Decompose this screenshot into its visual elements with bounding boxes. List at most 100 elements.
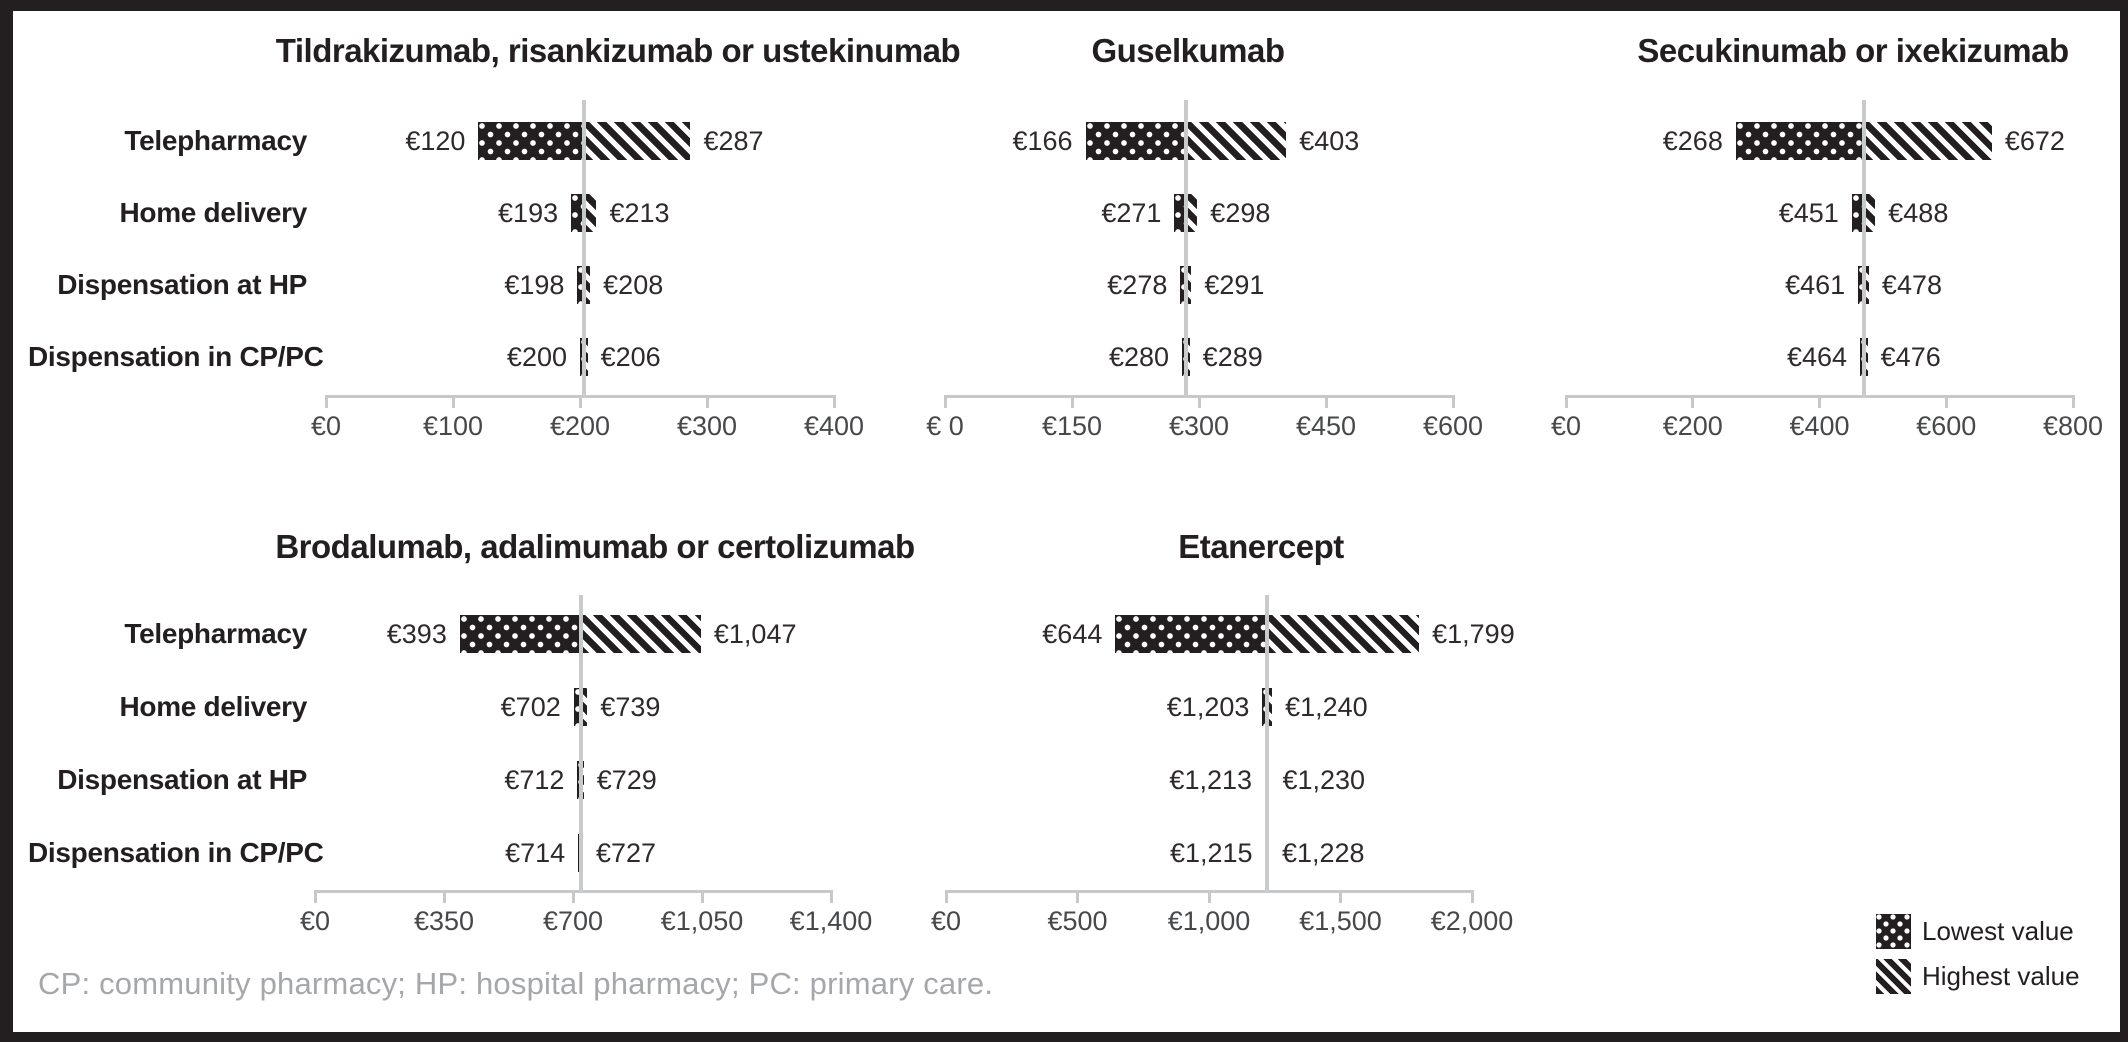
bar-lowest-segment (478, 122, 585, 160)
value-label-highest: €727 (595, 838, 657, 868)
x-axis-tick-label: €300 (1168, 411, 1230, 441)
x-axis-tick (1197, 395, 1201, 408)
x-axis-tick-label: €400 (1789, 411, 1850, 441)
x-axis-tick (571, 890, 575, 903)
bar-lowest-segment (1115, 615, 1268, 653)
x-axis-tick (1470, 890, 1474, 903)
category-label: Telepharmacy (124, 125, 307, 156)
x-axis-tick-label: €800 (2042, 411, 2104, 441)
value-label-lowest: €166 (1012, 126, 1073, 156)
x-axis-tick (442, 890, 446, 903)
x-axis-tick-label: €1,400 (789, 906, 873, 936)
x-axis-tick-label: €300 (676, 411, 738, 441)
value-label-highest: €478 (1881, 270, 1942, 300)
x-axis-tick-label: €0 (310, 411, 342, 441)
bar-lowest-segment (577, 266, 584, 304)
bar-lowest-segment (459, 615, 581, 653)
legend-lowest-value-label: Lowest value (1922, 916, 2074, 946)
reference-line (582, 100, 587, 398)
x-axis-tick-label: €1,000 (1167, 906, 1251, 936)
value-label-lowest: €644 (1042, 619, 1103, 649)
bar-highest-segment (583, 266, 591, 304)
x-axis-tick (578, 395, 582, 408)
value-label-lowest: €1,213 (1169, 765, 1253, 795)
bar-highest-segment (1863, 122, 1992, 160)
value-label-lowest: €198 (504, 270, 565, 300)
chart-title: Guselkumab (1091, 32, 1285, 69)
x-axis-tick (1691, 395, 1695, 408)
figure-border-left (0, 0, 13, 1042)
bar-highest-segment (1185, 122, 1287, 160)
bar-highest-segment (584, 122, 691, 160)
x-axis-tick-label: €2,000 (1430, 906, 1514, 936)
value-label-highest: €291 (1204, 270, 1265, 300)
x-axis-tick-label: €200 (1662, 411, 1723, 441)
x-axis-tick (1564, 395, 1568, 408)
value-label-highest: €403 (1299, 126, 1360, 156)
value-label-highest: €1,799 (1432, 619, 1515, 649)
value-label-highest: €208 (603, 270, 664, 300)
x-axis-tick (1818, 395, 1821, 408)
value-label-lowest: €271 (1101, 198, 1162, 228)
bar-highest-segment (583, 194, 597, 232)
bar-lowest-segment (580, 338, 584, 376)
figure-border-bottom (0, 1032, 2128, 1042)
x-axis-tick (1451, 395, 1455, 408)
bar-highest-segment (1185, 194, 1198, 232)
x-axis-tick (943, 395, 947, 408)
value-label-highest: €1,047 (713, 619, 797, 649)
x-axis-tick-label: €100 (422, 411, 484, 441)
value-label-highest: €1,228 (1281, 838, 1365, 868)
bar-highest-segment (1267, 615, 1420, 653)
value-label-highest: €1,230 (1282, 765, 1366, 795)
bar-lowest-segment (1085, 122, 1186, 160)
x-axis-tick (832, 395, 836, 408)
value-label-lowest: €1,203 (1166, 692, 1250, 722)
category-label: Home delivery (119, 691, 307, 722)
value-label-lowest: €714 (505, 838, 566, 868)
bar-lowest-segment (1735, 122, 1864, 160)
legend-lowest-value-swatch-icon (1876, 914, 1911, 949)
footnote: CP: community pharmacy; HP: hospital pha… (38, 966, 994, 1001)
x-axis-tick (829, 890, 833, 903)
value-label-highest: €1,240 (1285, 692, 1368, 722)
category-label: Dispensation at HP (57, 764, 307, 795)
value-label-lowest: €278 (1107, 270, 1168, 300)
category-label: Telepharmacy (124, 618, 307, 649)
value-label-highest: €672 (2004, 126, 2065, 156)
value-label-highest: €739 (600, 692, 661, 722)
bar-lowest-segment (1174, 194, 1186, 232)
x-axis-tick-label: €1,050 (660, 906, 744, 936)
value-label-highest: €206 (600, 342, 661, 372)
x-axis-tick-label: €1,500 (1299, 906, 1382, 936)
value-label-lowest: €451 (1778, 198, 1839, 228)
x-axis-tick-label: €400 (803, 411, 865, 441)
bar-lowest-segment (573, 688, 581, 726)
x-axis-tick (705, 395, 709, 408)
x-axis-tick (1070, 395, 1074, 408)
value-label-lowest: €280 (1108, 342, 1170, 372)
category-label: Home delivery (119, 197, 307, 228)
x-axis-tick (1324, 395, 1328, 408)
chart-title: Secukinumab or ixekizumab (1637, 32, 2069, 69)
value-label-lowest: €712 (504, 765, 565, 795)
x-axis-tick-label: €0 (299, 906, 331, 936)
bar-lowest-segment (571, 194, 584, 232)
value-label-highest: €298 (1210, 198, 1271, 228)
x-axis-tick (944, 890, 948, 903)
value-label-highest: €289 (1202, 342, 1263, 372)
x-axis-tick-label: €0 (1550, 411, 1582, 441)
chart-title: Tildrakizumab, risankizumab or ustekinum… (275, 32, 961, 69)
value-label-lowest: €200 (506, 342, 567, 372)
x-axis-tick-label: €350 (413, 906, 475, 936)
legend-highest-value-swatch-icon (1876, 959, 1911, 994)
value-label-highest: €729 (596, 765, 657, 795)
bar-lowest-segment (1858, 266, 1864, 304)
x-axis-tick (1339, 890, 1342, 903)
x-axis-tick-label: €600 (1916, 411, 1977, 441)
x-axis-tick (451, 395, 455, 408)
reference-line (1265, 595, 1270, 893)
x-axis-tick-label: €450 (1295, 411, 1357, 441)
figure-border-right (2120, 0, 2128, 1042)
